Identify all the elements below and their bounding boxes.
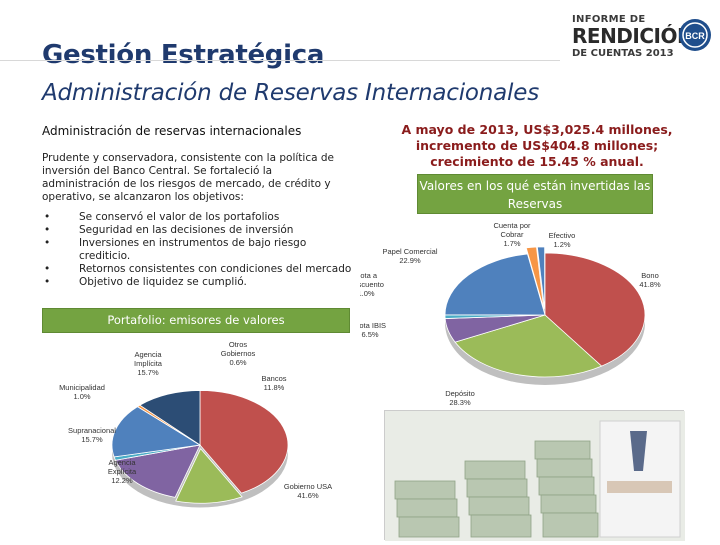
pie-slice [175, 447, 243, 504]
pie-label: Municipalidad 1.0% [59, 383, 105, 401]
pie-label: Agencia Implícita 15.7% [134, 350, 163, 377]
pie-label: Agencia Explícita 12.2% [108, 458, 137, 485]
money-photo [384, 410, 685, 541]
list-item: Inversiones en instrumentos de bajo ries… [42, 237, 352, 263]
issuers-pie-chart: Gobierno USA 41.6% Agencia Explícita 12.2% Su… [59, 340, 332, 508]
cash-stacks-image [385, 411, 685, 541]
bcr-seal-icon: BCR [679, 19, 711, 51]
list-item: Retornos consistentes con condiciones de… [42, 263, 352, 276]
pie-label: Bancos 11.8% [261, 374, 286, 392]
logo-line-2: RENDICIÓN [572, 24, 694, 48]
pie-slice [139, 390, 201, 446]
title-divider [0, 60, 560, 61]
report-logo: INFORME DE RENDICIÓN DE CUENTAS 2013 BCR [572, 12, 712, 59]
pie-label: Otros Gobiernos 0.6% [221, 340, 256, 367]
list-item: Se conservó el valor de los portafolios [42, 211, 352, 224]
page-subtitle: Administración de Reservas Internacional… [42, 80, 539, 106]
portfolio-label-box: Portafolio: emisores de valores [42, 308, 350, 333]
pie-slice [114, 444, 201, 498]
page-title: Gestión Estratégica [42, 40, 325, 70]
pie-slice [536, 246, 546, 309]
pie-label: Gobierno USA 41.6% [284, 482, 332, 500]
pie-label: Papel Comercial 22.9% [382, 247, 437, 265]
logo-line-1: INFORME DE [572, 14, 646, 25]
pie-slice [444, 253, 546, 316]
pie-slice [525, 246, 545, 309]
pie-label: Supranacional 15.7% [68, 426, 116, 444]
pie-label: Cuenta por Cobrar 1.7% [493, 221, 531, 248]
objectives-list: Se conservó el valor de los portafolios … [42, 211, 352, 288]
pie-slice [454, 314, 603, 378]
svg-text:BCR: BCR [685, 31, 705, 41]
section-heading: Administración de reservas internacional… [42, 124, 302, 138]
reserves-headline: A mayo de 2013, US$3,025.4 millones, inc… [401, 122, 673, 169]
investments-label-box: Valores en los qué están invertidas las … [417, 174, 653, 214]
list-item: Seguridad en las decisiones de inversión [42, 224, 352, 237]
pie-label: Efectivo 1.2% [549, 231, 576, 249]
body-paragraph: Prudente y conservadora, consistente con… [42, 152, 334, 203]
pie-slice [199, 390, 289, 494]
list-item: Objetivo de liquidez se cumplió. [42, 276, 352, 289]
logo-line-3: DE CUENTAS 2013 [572, 48, 674, 59]
pie-label: Depósito 28.3% [445, 389, 475, 407]
pie-slice [111, 406, 202, 458]
pie-label: Nota aDescuento1.0% [360, 271, 384, 298]
pie-label: Bono 41.8% [639, 271, 661, 289]
pie-slice [544, 252, 646, 367]
